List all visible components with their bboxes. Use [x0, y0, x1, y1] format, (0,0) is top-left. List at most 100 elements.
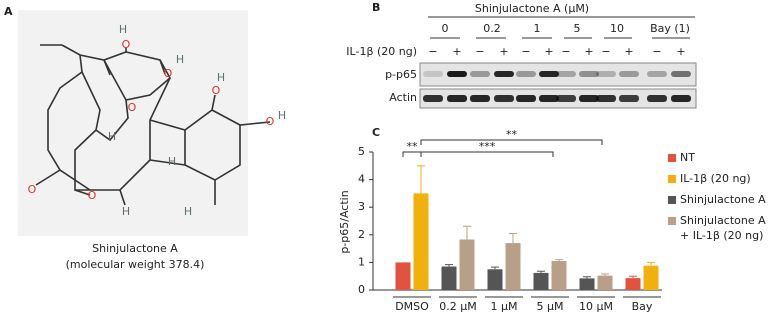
- band: [447, 71, 467, 77]
- panel-label: A: [4, 5, 13, 18]
- panel-label: B: [372, 1, 380, 14]
- band: [470, 95, 490, 102]
- molecule-bonds: [35, 44, 271, 206]
- band: [647, 71, 667, 77]
- sign: −: [475, 45, 484, 58]
- sign: −: [428, 45, 437, 58]
- band: [556, 95, 576, 102]
- atom-label: O: [212, 84, 221, 97]
- legend-swatch: [668, 154, 676, 162]
- band: [516, 95, 536, 102]
- band: [423, 71, 443, 77]
- bar: [579, 278, 595, 290]
- atom-label: H: [176, 53, 184, 66]
- bar: [487, 269, 503, 290]
- sign: +: [676, 45, 685, 58]
- band: [671, 71, 691, 77]
- legend-entry: IL-1β (20 ng): [680, 172, 751, 185]
- sign: −: [561, 45, 570, 58]
- band: [423, 95, 443, 102]
- band: [579, 71, 599, 77]
- y-tick-label: 2: [358, 228, 365, 241]
- bar: [505, 243, 521, 290]
- band: [470, 71, 490, 77]
- legend-entry: Shinjulactone A + IL-1β (20 ng): [680, 214, 766, 242]
- significance-bracket: [420, 139, 603, 145]
- bar: [395, 262, 411, 290]
- dose-label: 5: [574, 22, 581, 35]
- atom-label: H: [217, 71, 225, 84]
- sign: −: [652, 45, 661, 58]
- band: [539, 71, 559, 77]
- band: [516, 71, 536, 77]
- legend-label: NT: [680, 151, 695, 164]
- band: [647, 95, 667, 102]
- structure-background: [18, 10, 248, 236]
- band: [579, 95, 599, 102]
- atom-label: O: [28, 183, 37, 196]
- atom-label: H: [278, 109, 286, 122]
- legend-label: IL-1β (20 ng): [680, 172, 751, 185]
- y-tick-label: 5: [358, 145, 365, 158]
- legend-entry: Shinjulactone A: [680, 193, 766, 206]
- legend-label: Shinjulactone A + IL-1β (20 ng): [680, 214, 766, 242]
- x-tick-label: 10 μM: [579, 300, 613, 313]
- sign: +: [452, 45, 461, 58]
- band: [619, 95, 639, 102]
- sign: +: [544, 45, 553, 58]
- caption: (molecular weight 378.4): [66, 258, 205, 271]
- atom-label: O: [122, 38, 131, 51]
- legend-entry: NT: [680, 151, 695, 164]
- bar: [441, 266, 457, 290]
- significance-label: ***: [479, 140, 496, 153]
- bar: [597, 275, 613, 290]
- band: [596, 71, 616, 77]
- x-tick-label: 0.2 μM: [439, 300, 476, 313]
- sign: +: [624, 45, 633, 58]
- significance-label: **: [506, 128, 518, 141]
- bar: [413, 193, 429, 290]
- band: [447, 95, 467, 102]
- dose-label: 0: [442, 22, 449, 35]
- bar: [643, 265, 659, 290]
- band: [494, 95, 514, 102]
- x-tick-label: 1 μM: [491, 300, 518, 313]
- legend-swatch: [668, 217, 676, 225]
- y-tick-label: 1: [358, 255, 365, 268]
- sign: +: [584, 45, 593, 58]
- y-tick-label: 4: [358, 173, 365, 186]
- atom-label: H: [168, 155, 176, 168]
- band: [596, 95, 616, 102]
- row-label: p-p65: [385, 68, 417, 81]
- bar: [625, 278, 641, 290]
- band: [671, 95, 691, 102]
- y-axis-label: p-p65/Actin: [338, 190, 351, 253]
- dose-label: 10: [610, 22, 624, 35]
- legend-label: Shinjulactone A: [680, 193, 766, 206]
- atom-label: H: [184, 205, 192, 218]
- bar: [459, 239, 475, 290]
- band: [539, 95, 559, 102]
- significance-bracket: [420, 151, 554, 157]
- significance-label: **: [407, 140, 419, 153]
- atom-label: O: [88, 189, 97, 202]
- caption: Shinjulactone A: [92, 242, 178, 255]
- panel-label: C: [372, 126, 380, 139]
- stimulus-label: IL-1β (20 ng): [346, 45, 417, 58]
- treatment-title: Shinjulactone A (μM): [475, 2, 589, 15]
- sign: −: [601, 45, 610, 58]
- legend-swatch: [668, 175, 676, 183]
- y-tick-label: 3: [358, 200, 365, 213]
- sign: −: [521, 45, 530, 58]
- band: [556, 71, 576, 77]
- dose-label: 1: [534, 22, 541, 35]
- bar: [551, 261, 567, 290]
- dose-label: 0.2: [483, 22, 501, 35]
- atom-label: O: [128, 101, 137, 114]
- bar: [533, 272, 549, 290]
- row-label: Actin: [389, 91, 417, 104]
- atom-label: O: [266, 115, 275, 128]
- legend-swatch: [668, 196, 676, 204]
